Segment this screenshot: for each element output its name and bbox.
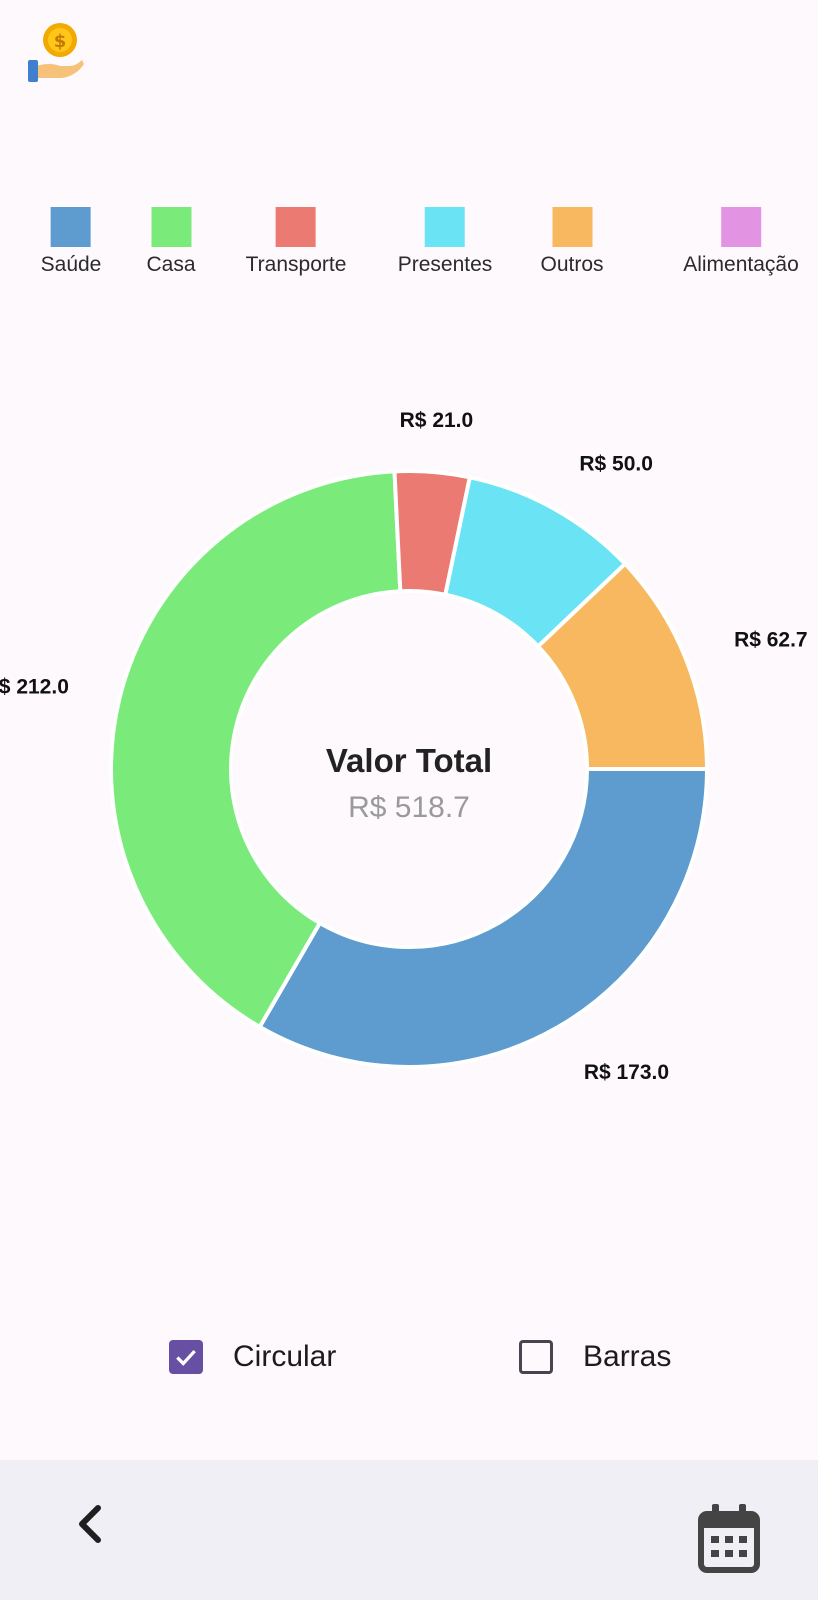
checkmark-icon xyxy=(176,1349,196,1366)
legend-swatch xyxy=(425,207,465,247)
chart-legend: Saúde Casa Transporte Presentes Outros Alimen… xyxy=(0,207,818,277)
slice-value-label: R$ 21.0 xyxy=(400,409,474,432)
donut-slice xyxy=(256,767,710,1069)
bars-label: Barras xyxy=(583,1340,672,1373)
legend-label: Transporte xyxy=(245,253,347,276)
app-logo-icon: $ xyxy=(26,22,84,84)
donut-slice xyxy=(535,560,710,771)
back-button[interactable] xyxy=(60,1492,116,1556)
legend-label: Casa xyxy=(146,253,196,276)
legend-item: Casa xyxy=(146,207,196,277)
slice-value-label: R$ 212.0 xyxy=(0,675,69,698)
bars-toggle[interactable]: Barras xyxy=(519,1330,671,1384)
slice-value-label: R$ 62.7 xyxy=(734,628,808,651)
circular-label: Circular xyxy=(233,1340,337,1373)
circular-checkbox[interactable] xyxy=(169,1340,203,1374)
legend-label: Alimentação xyxy=(683,253,799,276)
total-value: R$ 518.7 xyxy=(348,791,470,824)
donut-chart: R$ 173.0 R$ 212.0 R$ 21.0 R$ 50.0 R$ 62.7 xyxy=(0,380,818,1140)
legend-item: Saúde xyxy=(40,207,102,277)
bars-checkbox[interactable] xyxy=(519,1340,553,1374)
donut-chart-svg: R$ 173.0 R$ 212.0 R$ 21.0 R$ 50.0 R$ 62.7 xyxy=(0,409,808,1084)
legend-label: Presentes xyxy=(397,253,493,276)
calendar-icon xyxy=(698,1504,760,1573)
legend-label: Outros xyxy=(540,253,604,276)
legend-swatch xyxy=(50,207,91,247)
bottom-navigation-bar xyxy=(0,1460,818,1600)
svg-text:$: $ xyxy=(54,31,67,52)
calendar-button[interactable] xyxy=(696,1504,762,1574)
legend-swatch xyxy=(721,207,761,247)
legend-swatch xyxy=(151,207,191,247)
center-title: Valor Total xyxy=(325,742,493,779)
chevron-left-icon xyxy=(79,1505,101,1543)
legend-item: Alimentação xyxy=(683,207,799,277)
donut-slice xyxy=(109,469,403,1030)
legend-item: Transporte xyxy=(245,207,347,277)
legend-swatch xyxy=(552,207,592,247)
legend-swatch xyxy=(275,207,316,247)
legend-item: Outros xyxy=(540,207,604,277)
slice-value-label: R$ 50.0 xyxy=(579,452,653,475)
slice-value-label: R$ 173.0 xyxy=(584,1061,669,1084)
circular-toggle[interactable]: Circular xyxy=(169,1330,336,1384)
chart-type-toggles: Circular Barras xyxy=(0,1330,818,1384)
legend-item: Presentes xyxy=(397,207,493,277)
legend-label: Saúde xyxy=(40,253,102,276)
